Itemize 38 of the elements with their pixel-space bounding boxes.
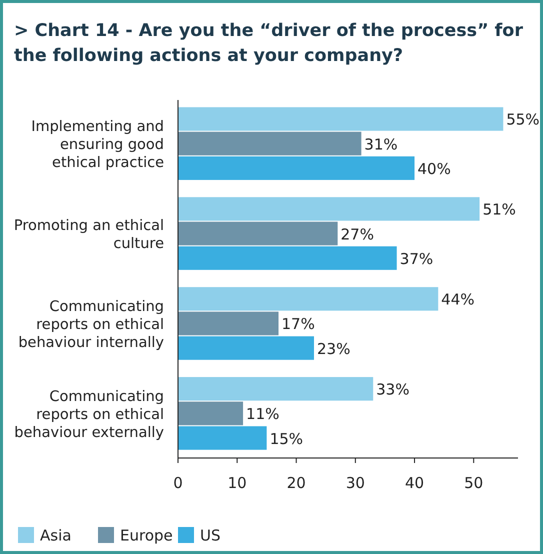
data-label: 55% [506, 110, 540, 129]
bar [178, 246, 397, 270]
bar [178, 132, 362, 156]
data-label: 11% [246, 405, 280, 424]
bar [178, 336, 314, 360]
bar [178, 312, 279, 336]
data-label: 15% [270, 430, 304, 448]
x-tick-label: 30 [346, 474, 365, 492]
y-tick-label: Communicating reports on ethical behaviour externally [14, 389, 164, 441]
bar [178, 402, 244, 426]
x-tick-label: 0 [173, 474, 183, 492]
data-label: 17% [282, 315, 315, 334]
data-label: 44% [441, 290, 475, 309]
y-tick-label: Communicating reports on ethical behaviour internally [18, 299, 164, 352]
data-label: 40% [418, 160, 451, 178]
x-tick-label: 20 [286, 474, 306, 492]
legend-label: US [200, 526, 221, 544]
bar [178, 377, 374, 401]
bar [178, 197, 480, 221]
data-label: 27% [340, 225, 374, 244]
bar [178, 222, 338, 246]
bar [178, 107, 504, 131]
y-tick-label: Implementing and ensuring good ethical practice [31, 119, 164, 172]
data-label: 33% [376, 380, 410, 399]
x-tick-label: 10 [228, 474, 247, 492]
legend-label: Europe [120, 526, 173, 544]
data-label: 31% [364, 135, 398, 154]
bar [178, 287, 438, 311]
bar [178, 426, 267, 450]
legend-label: Asia [40, 526, 72, 544]
x-tick-label: 50 [464, 474, 484, 492]
x-tick-label: 40 [404, 474, 424, 492]
data-label: 51% [482, 200, 516, 219]
data-label: 23% [317, 340, 350, 358]
data-label: 37% [400, 250, 434, 268]
chart-title: > Chart 14 - Are you the “driver of the process” for the following actions at your company? [14, 21, 524, 66]
y-tick-label: Promoting an ethical culture [14, 218, 164, 252]
bar [178, 156, 415, 180]
